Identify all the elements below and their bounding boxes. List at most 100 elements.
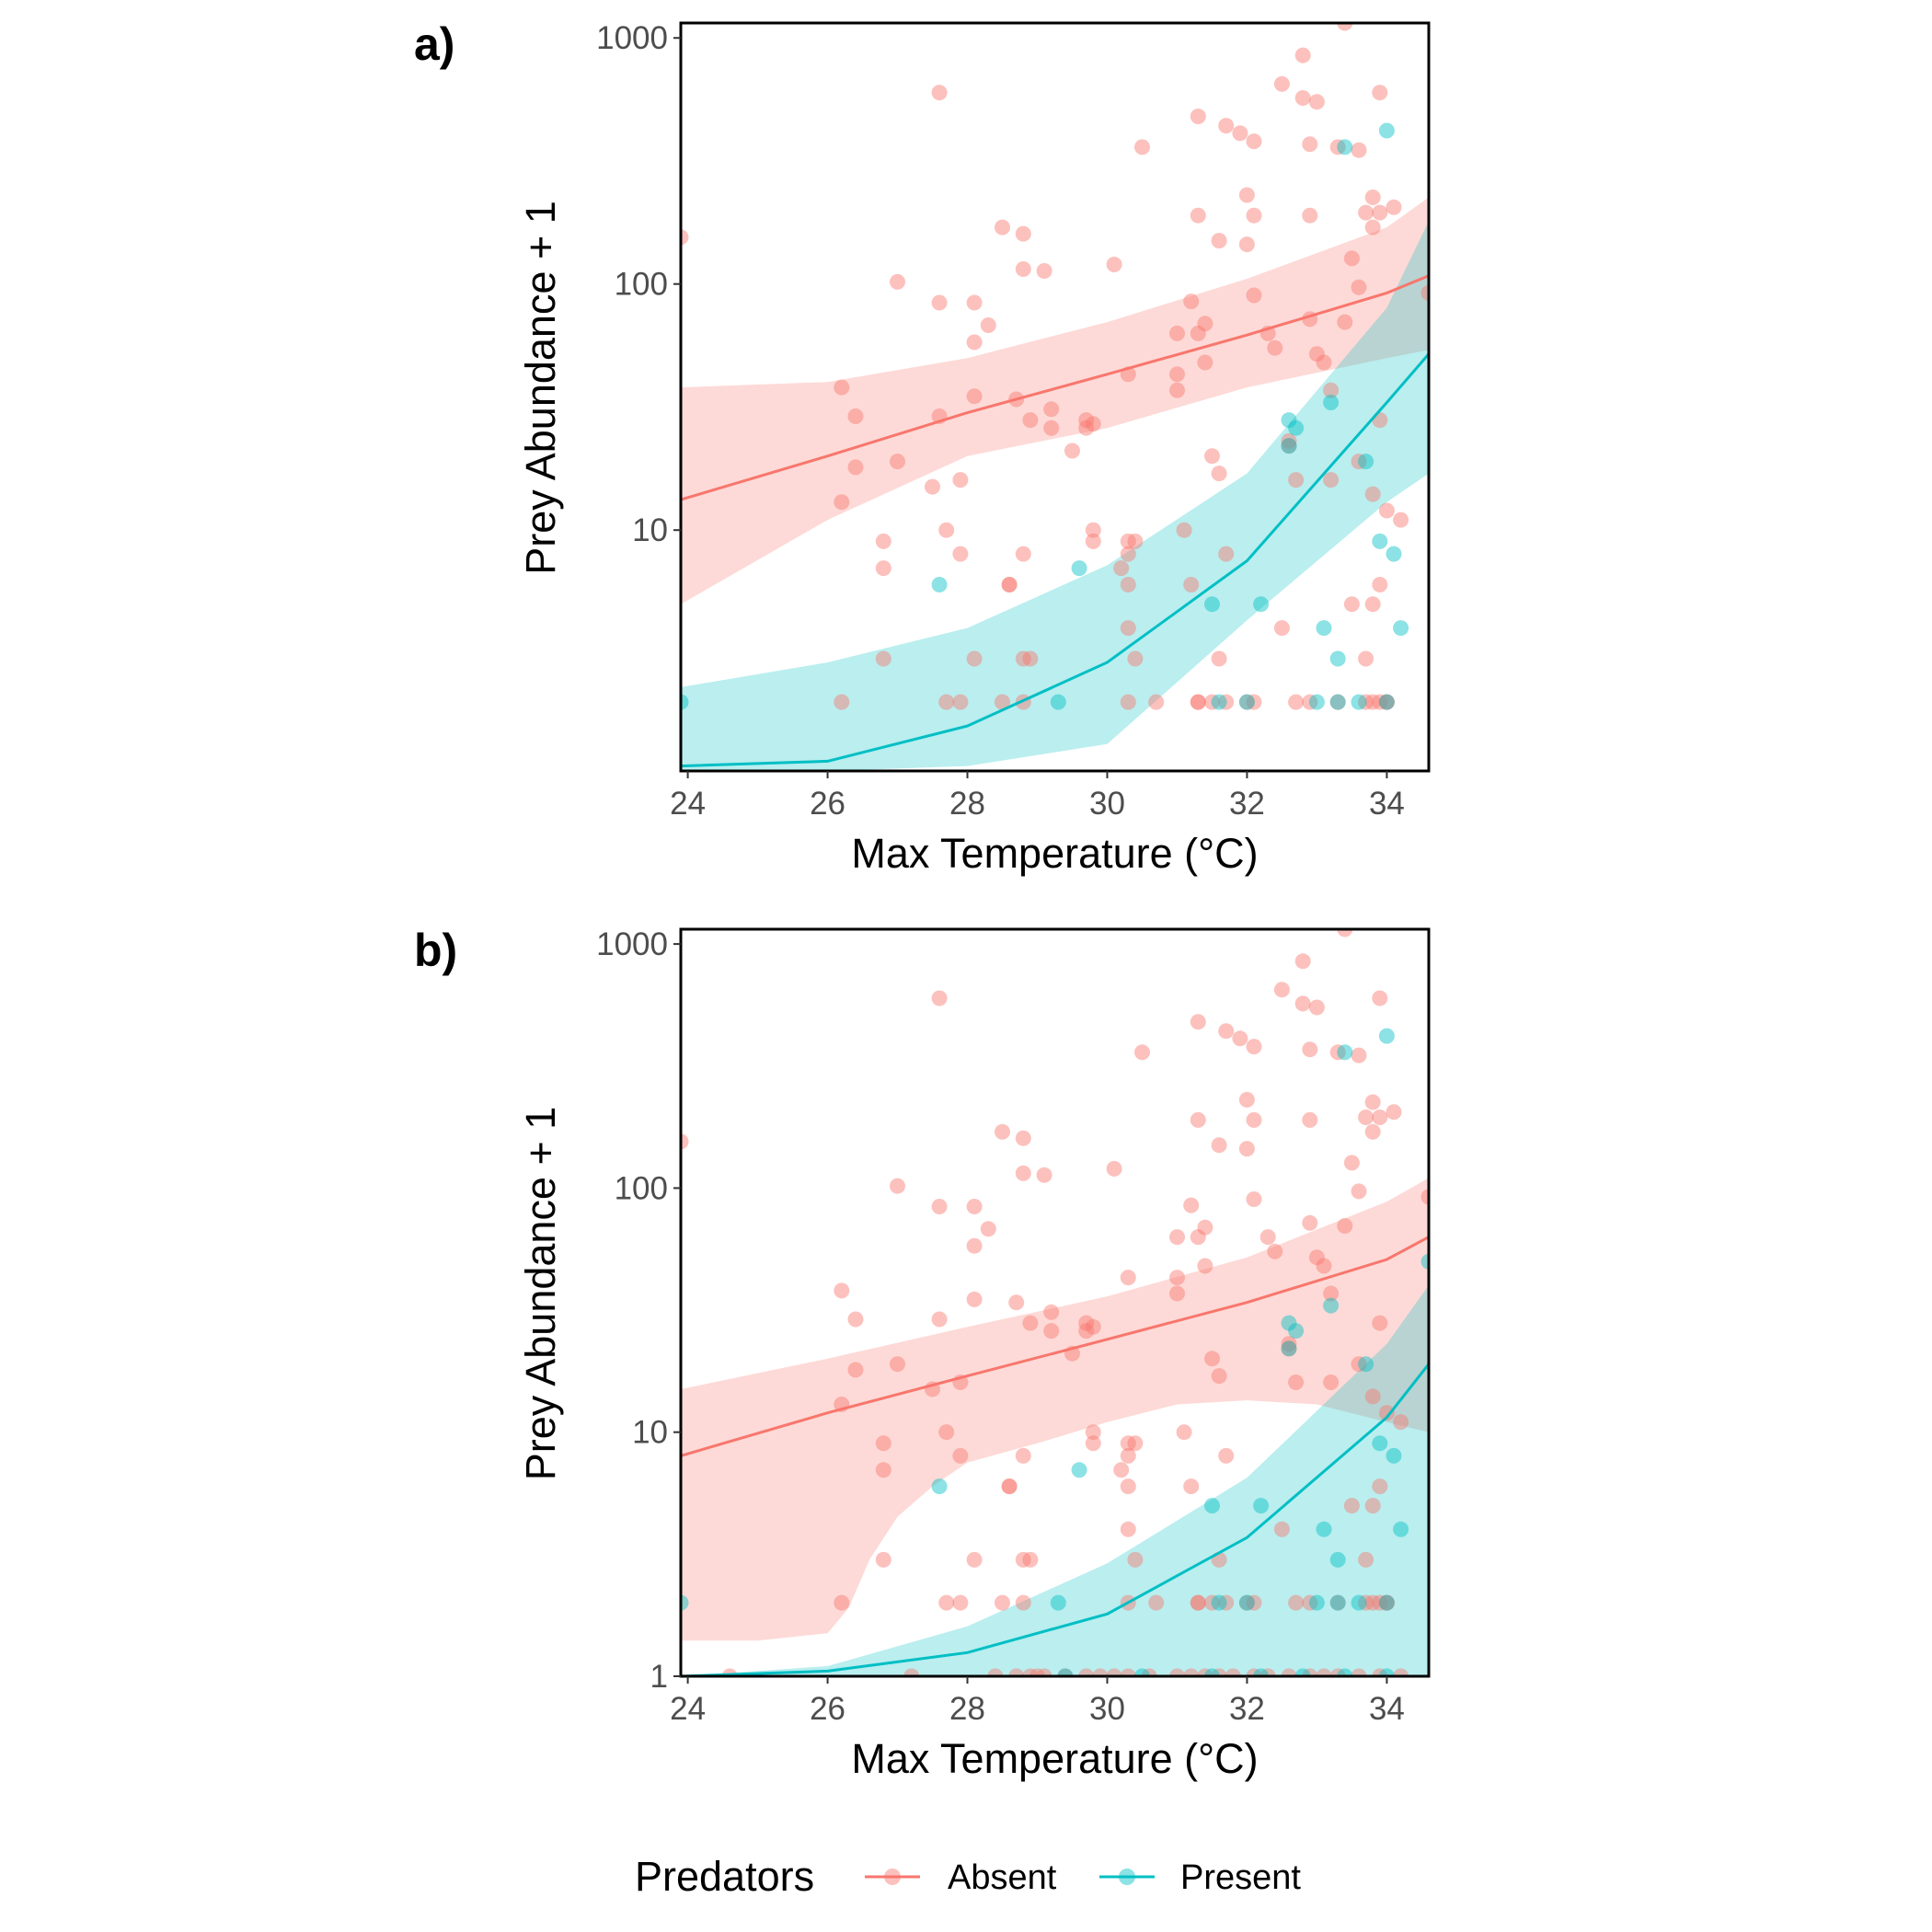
panel-b-x-tick-label: 24 <box>670 1691 706 1727</box>
panel-b-data-point-absent <box>1273 1521 1290 1537</box>
panel-a-data-point-present <box>1238 694 1255 710</box>
panel-a-data-point-present <box>1281 412 1297 429</box>
panel-b-data-point-absent <box>1169 1668 1185 1676</box>
panel-a-data-point-absent <box>890 454 905 470</box>
panel-b-data-point-present <box>1316 1521 1332 1537</box>
panel-b-data-point-absent <box>1092 1668 1109 1676</box>
panel-b-data-point-present <box>1378 1594 1395 1611</box>
panel-b-data-point-absent <box>1294 953 1311 970</box>
panel-b-data-point-absent <box>1043 1304 1060 1320</box>
panel-a-data-point-absent <box>1127 533 1144 549</box>
panel-b-data-point-absent <box>1190 1014 1206 1030</box>
panel-b-data-point-absent <box>1378 1594 1395 1611</box>
panel-a-data-point-absent <box>1211 650 1227 667</box>
panel-a-data-point-present <box>1204 596 1220 613</box>
panel-a-data-point-absent <box>1364 694 1381 710</box>
panel-b-data-point-absent <box>1343 1498 1360 1514</box>
panel-b-data-point-absent <box>1420 1189 1429 1205</box>
panel-a-data-point-absent <box>1267 339 1283 356</box>
panel-b-data-point-absent <box>1238 1091 1255 1108</box>
panel-b-data-point-absent <box>1273 982 1290 998</box>
panel-b-data-point-absent <box>1238 1141 1255 1157</box>
panel-b-data-point-absent <box>1106 1668 1122 1676</box>
panel-b-data-point-absent <box>1022 1315 1039 1331</box>
panel-a-data-point-absent <box>1127 650 1144 667</box>
panel-a-data-point-absent <box>1386 199 1402 215</box>
panel-a-y-tick-label: 100 <box>615 267 668 303</box>
panel-b-data-point-absent <box>1015 1551 1031 1568</box>
panel-b-data-point-absent <box>1176 1424 1192 1441</box>
panel-a-data-point-absent <box>952 472 969 489</box>
panel-a-data-point-absent <box>1169 325 1185 341</box>
panel-b-data-point-absent <box>1001 1478 1018 1495</box>
panel-a-data-point-present <box>1378 122 1395 139</box>
panel-a-data-point-present <box>1358 454 1374 470</box>
panel-b-data-point-absent <box>1218 1594 1235 1611</box>
panel-a-data-point-present <box>1337 139 1353 155</box>
panel-a-data-point-absent <box>1211 233 1227 249</box>
panel-a-data-point-absent <box>1232 125 1248 142</box>
panel-a-data-point-absent <box>952 546 969 562</box>
panel-a-data-point-absent <box>1022 412 1039 429</box>
panel-b-data-point-absent <box>1372 1594 1388 1611</box>
panel-b-data-point-present <box>1204 1668 1220 1676</box>
legend-title: Predators <box>635 1853 814 1900</box>
panel-b-data-point-absent <box>875 1462 891 1478</box>
panel-b-data-point-absent <box>1246 1039 1262 1055</box>
panel-b-data-point-present <box>1351 1594 1367 1611</box>
panel-a-data-point-absent <box>1281 432 1297 449</box>
panel-a-data-point-absent <box>1329 139 1346 155</box>
panel-b-data-point-present <box>1329 1594 1346 1611</box>
panel-a-data-point-absent <box>1001 577 1018 592</box>
panel-a-data-point-absent <box>952 694 969 710</box>
panel-b-data-point-absent <box>903 1668 920 1676</box>
panel-a-data-point-absent <box>1281 438 1297 454</box>
panel-b-y-tick-label: 10 <box>632 1415 668 1451</box>
panel-a-data-point-absent <box>1238 236 1255 253</box>
panel-a-data-point-present <box>931 577 948 592</box>
panel-a-data-point-absent <box>834 694 850 710</box>
panel-a-data-point-absent <box>847 459 864 476</box>
panel-b-data-point-present <box>1288 1323 1305 1340</box>
panel-a-data-point-absent <box>1329 694 1346 710</box>
panel-b-data-point-absent <box>1308 1249 1325 1266</box>
panel-b-ci-band-present <box>681 1285 1429 1676</box>
panel-b-data-point-present <box>1420 1253 1429 1270</box>
panel-a-y-tick-label: 10 <box>632 512 668 548</box>
panel-a-x-tick-label: 34 <box>1369 786 1405 822</box>
panel-b-data-point-present <box>1378 1028 1395 1044</box>
panel-b-points-present <box>681 1028 1429 1676</box>
panel-b-data-point-absent <box>1197 1668 1213 1676</box>
panel-a-data-point-absent <box>1211 466 1227 482</box>
panel-b-data-point-present <box>1329 1551 1346 1568</box>
panel-a-data-point-absent <box>1113 560 1130 577</box>
legend-label-present: Present <box>1180 1858 1301 1897</box>
panel-a-data-point-absent <box>1204 694 1220 710</box>
panel-a-data-point-absent <box>1337 314 1353 330</box>
panel-a-data-point-absent <box>966 294 983 311</box>
panel-b-data-point-absent <box>1225 1668 1241 1676</box>
panel-b-data-point-absent <box>1169 1270 1185 1286</box>
panel-b-chart: b) 24 26 28 30 32 34 1 10 100 1000 Max Temperature… <box>414 925 1431 1782</box>
panel-b-data-point-absent <box>1378 1594 1395 1611</box>
panel-b-data-point-absent <box>1343 1155 1360 1171</box>
panel-b-data-point-absent <box>1015 1447 1031 1464</box>
panel-b-data-point-absent <box>1183 1478 1200 1495</box>
panel-a-data-point-absent <box>1337 23 1353 31</box>
panel-b-ci-band-absent <box>681 1178 1429 1641</box>
panel-b-data-point-absent <box>931 990 948 1006</box>
panel-b-data-point-absent <box>1281 1336 1297 1352</box>
panel-a-points-present <box>681 122 1409 710</box>
panel-a-ci-band-present <box>681 221 1429 771</box>
panel-b-data-point-absent <box>1288 1374 1305 1390</box>
panel-b-data-point-absent <box>966 1199 983 1214</box>
panel-a-data-point-absent <box>1190 109 1206 124</box>
panel-a-data-point-absent <box>1120 620 1136 637</box>
panel-b-data-point-absent <box>1267 1243 1283 1259</box>
panel-b-data-point-present <box>1372 1435 1388 1452</box>
panel-b-data-point-absent <box>1190 1594 1206 1611</box>
panel-a-data-point-present <box>1288 420 1305 436</box>
panel-a-data-point-absent <box>1043 420 1060 436</box>
panel-b-data-point-absent <box>1169 1285 1185 1302</box>
